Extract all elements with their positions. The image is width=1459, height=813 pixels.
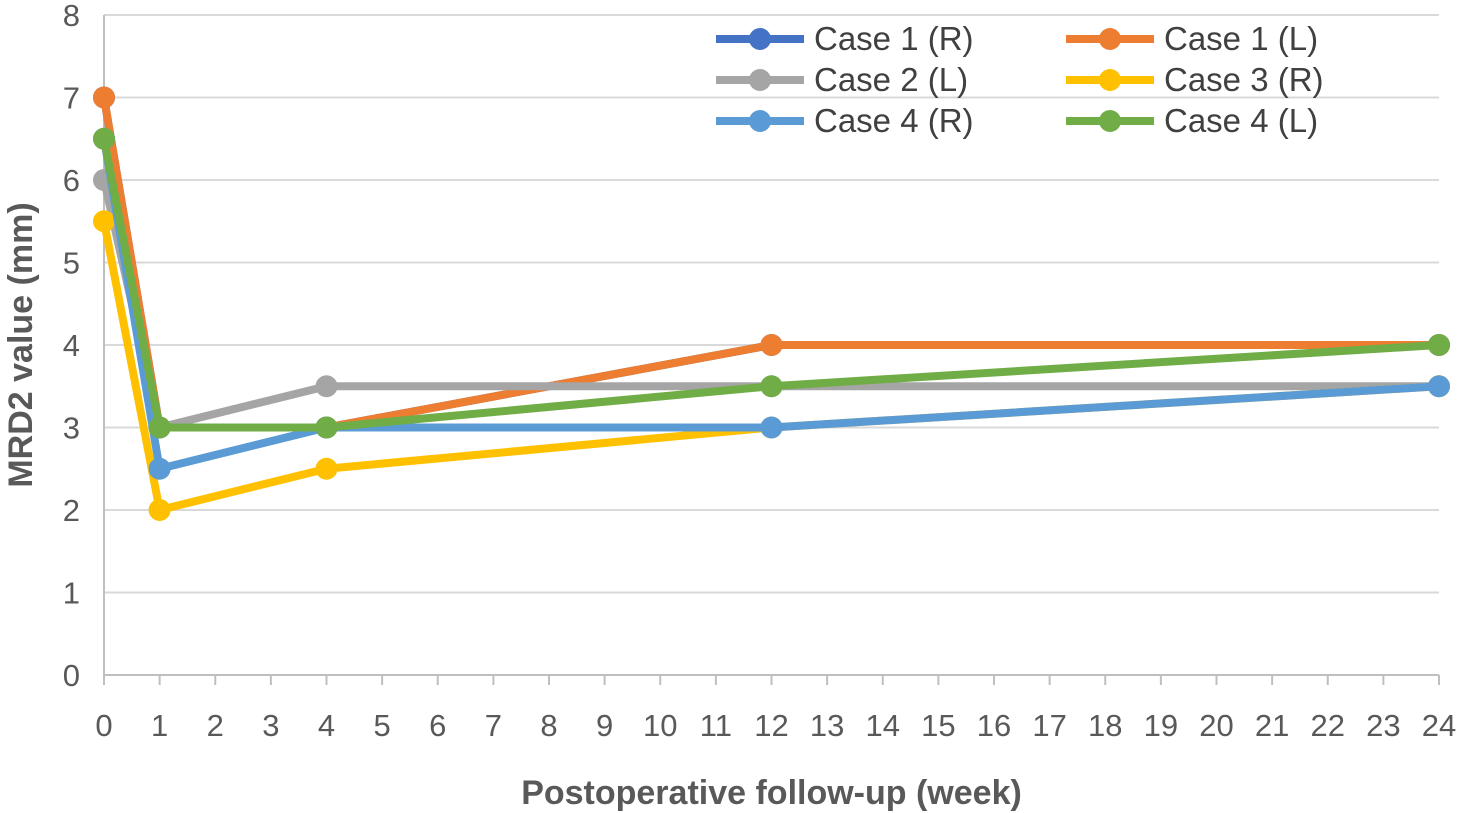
data-point	[760, 334, 783, 356]
series-line	[100, 220, 1440, 514]
x-tick-label: 5	[374, 708, 391, 743]
x-tick-label: 18	[1088, 708, 1122, 743]
x-tick-label: 22	[1311, 708, 1345, 743]
x-tick-label: 9	[596, 708, 613, 743]
x-tick-label: 14	[866, 708, 900, 743]
x-tick-label: 13	[810, 708, 844, 743]
x-axis-title: Postoperative follow-up (week)	[521, 774, 1022, 812]
x-tick-label: 17	[1032, 708, 1066, 743]
legend: Case 1 (R) Case 1 (L) Case 2 (L) Case 3 (R)…	[716, 20, 1324, 139]
data-point	[315, 375, 338, 398]
y-tick-label: 7	[63, 81, 80, 116]
x-tick-label: 10	[643, 708, 677, 743]
y-tick-label: 3	[63, 411, 80, 446]
series-6	[93, 127, 1450, 439]
legend-marker	[749, 110, 771, 132]
x-tick-label: 8	[540, 708, 557, 743]
legend-marker	[1099, 110, 1121, 132]
x-tick-label: 11	[700, 708, 732, 743]
legend-label: Case 1 (R)	[814, 20, 974, 57]
data-point	[93, 86, 115, 109]
x-tick-label: 15	[921, 708, 955, 743]
y-axis-ticks: 0 1 2 3 4 5 6 7 8	[63, 0, 80, 693]
data-point	[148, 457, 171, 480]
y-tick-label: 6	[63, 163, 80, 198]
y-tick-label: 4	[63, 328, 80, 363]
legend-item: Case 1 (R)	[716, 20, 974, 57]
legend-label: Case 1 (L)	[1164, 20, 1318, 57]
y-tick-label: 8	[63, 0, 80, 33]
series-4	[93, 210, 1450, 521]
data-point	[760, 375, 783, 398]
data-point	[148, 499, 171, 521]
legend-label: Case 2 (L)	[814, 61, 968, 98]
data-point	[1428, 375, 1450, 398]
x-tick-label: 20	[1199, 708, 1233, 743]
data-point	[760, 416, 783, 439]
x-tick-label: 0	[95, 708, 112, 743]
legend-marker	[1099, 28, 1121, 50]
legend-item: Case 1 (L)	[1066, 20, 1318, 57]
x-tick-label: 16	[977, 708, 1011, 743]
x-tick-label: 24	[1422, 708, 1456, 743]
legend-item: Case 3 (R)	[1066, 61, 1324, 98]
legend-label: Case 3 (R)	[1164, 61, 1324, 98]
data-point	[315, 457, 338, 480]
legend-item: Case 4 (L)	[1066, 102, 1318, 139]
legend-item: Case 2 (L)	[716, 61, 968, 98]
x-tick-label: 21	[1255, 708, 1289, 743]
legend-label: Case 4 (R)	[814, 102, 974, 139]
x-tick-label: 6	[429, 708, 446, 743]
data-point	[1428, 334, 1450, 356]
data-point	[148, 416, 171, 439]
data-point	[93, 127, 115, 150]
x-tick-label: 12	[754, 708, 788, 743]
y-tick-label: 1	[63, 576, 80, 611]
y-axis-title: MRD2 value (mm)	[2, 202, 40, 487]
x-tick-label: 2	[207, 708, 224, 743]
data-point	[93, 210, 115, 233]
x-tick-label: 4	[318, 708, 335, 743]
legend-marker	[1099, 69, 1121, 91]
legend-label: Case 4 (L)	[1164, 102, 1318, 139]
legend-marker	[749, 28, 771, 50]
x-axis-ticks: 0 1 2 3 4 5 6 7 8 9 10 11 12 13 14 15 16 17 18 19 20 21 22 23 24	[95, 675, 1456, 743]
data-point	[315, 416, 338, 439]
legend-marker	[749, 69, 771, 91]
x-tick-label: 3	[262, 708, 279, 743]
x-tick-label: 7	[485, 708, 502, 743]
series-lines	[93, 86, 1450, 521]
x-tick-label: 23	[1366, 708, 1400, 743]
x-tick-label: 1	[151, 708, 168, 743]
legend-item: Case 4 (R)	[716, 102, 974, 139]
x-tick-label: 19	[1144, 708, 1178, 743]
y-tick-label: 5	[63, 246, 80, 281]
y-tick-label: 0	[63, 658, 80, 693]
y-tick-label: 2	[63, 493, 80, 528]
